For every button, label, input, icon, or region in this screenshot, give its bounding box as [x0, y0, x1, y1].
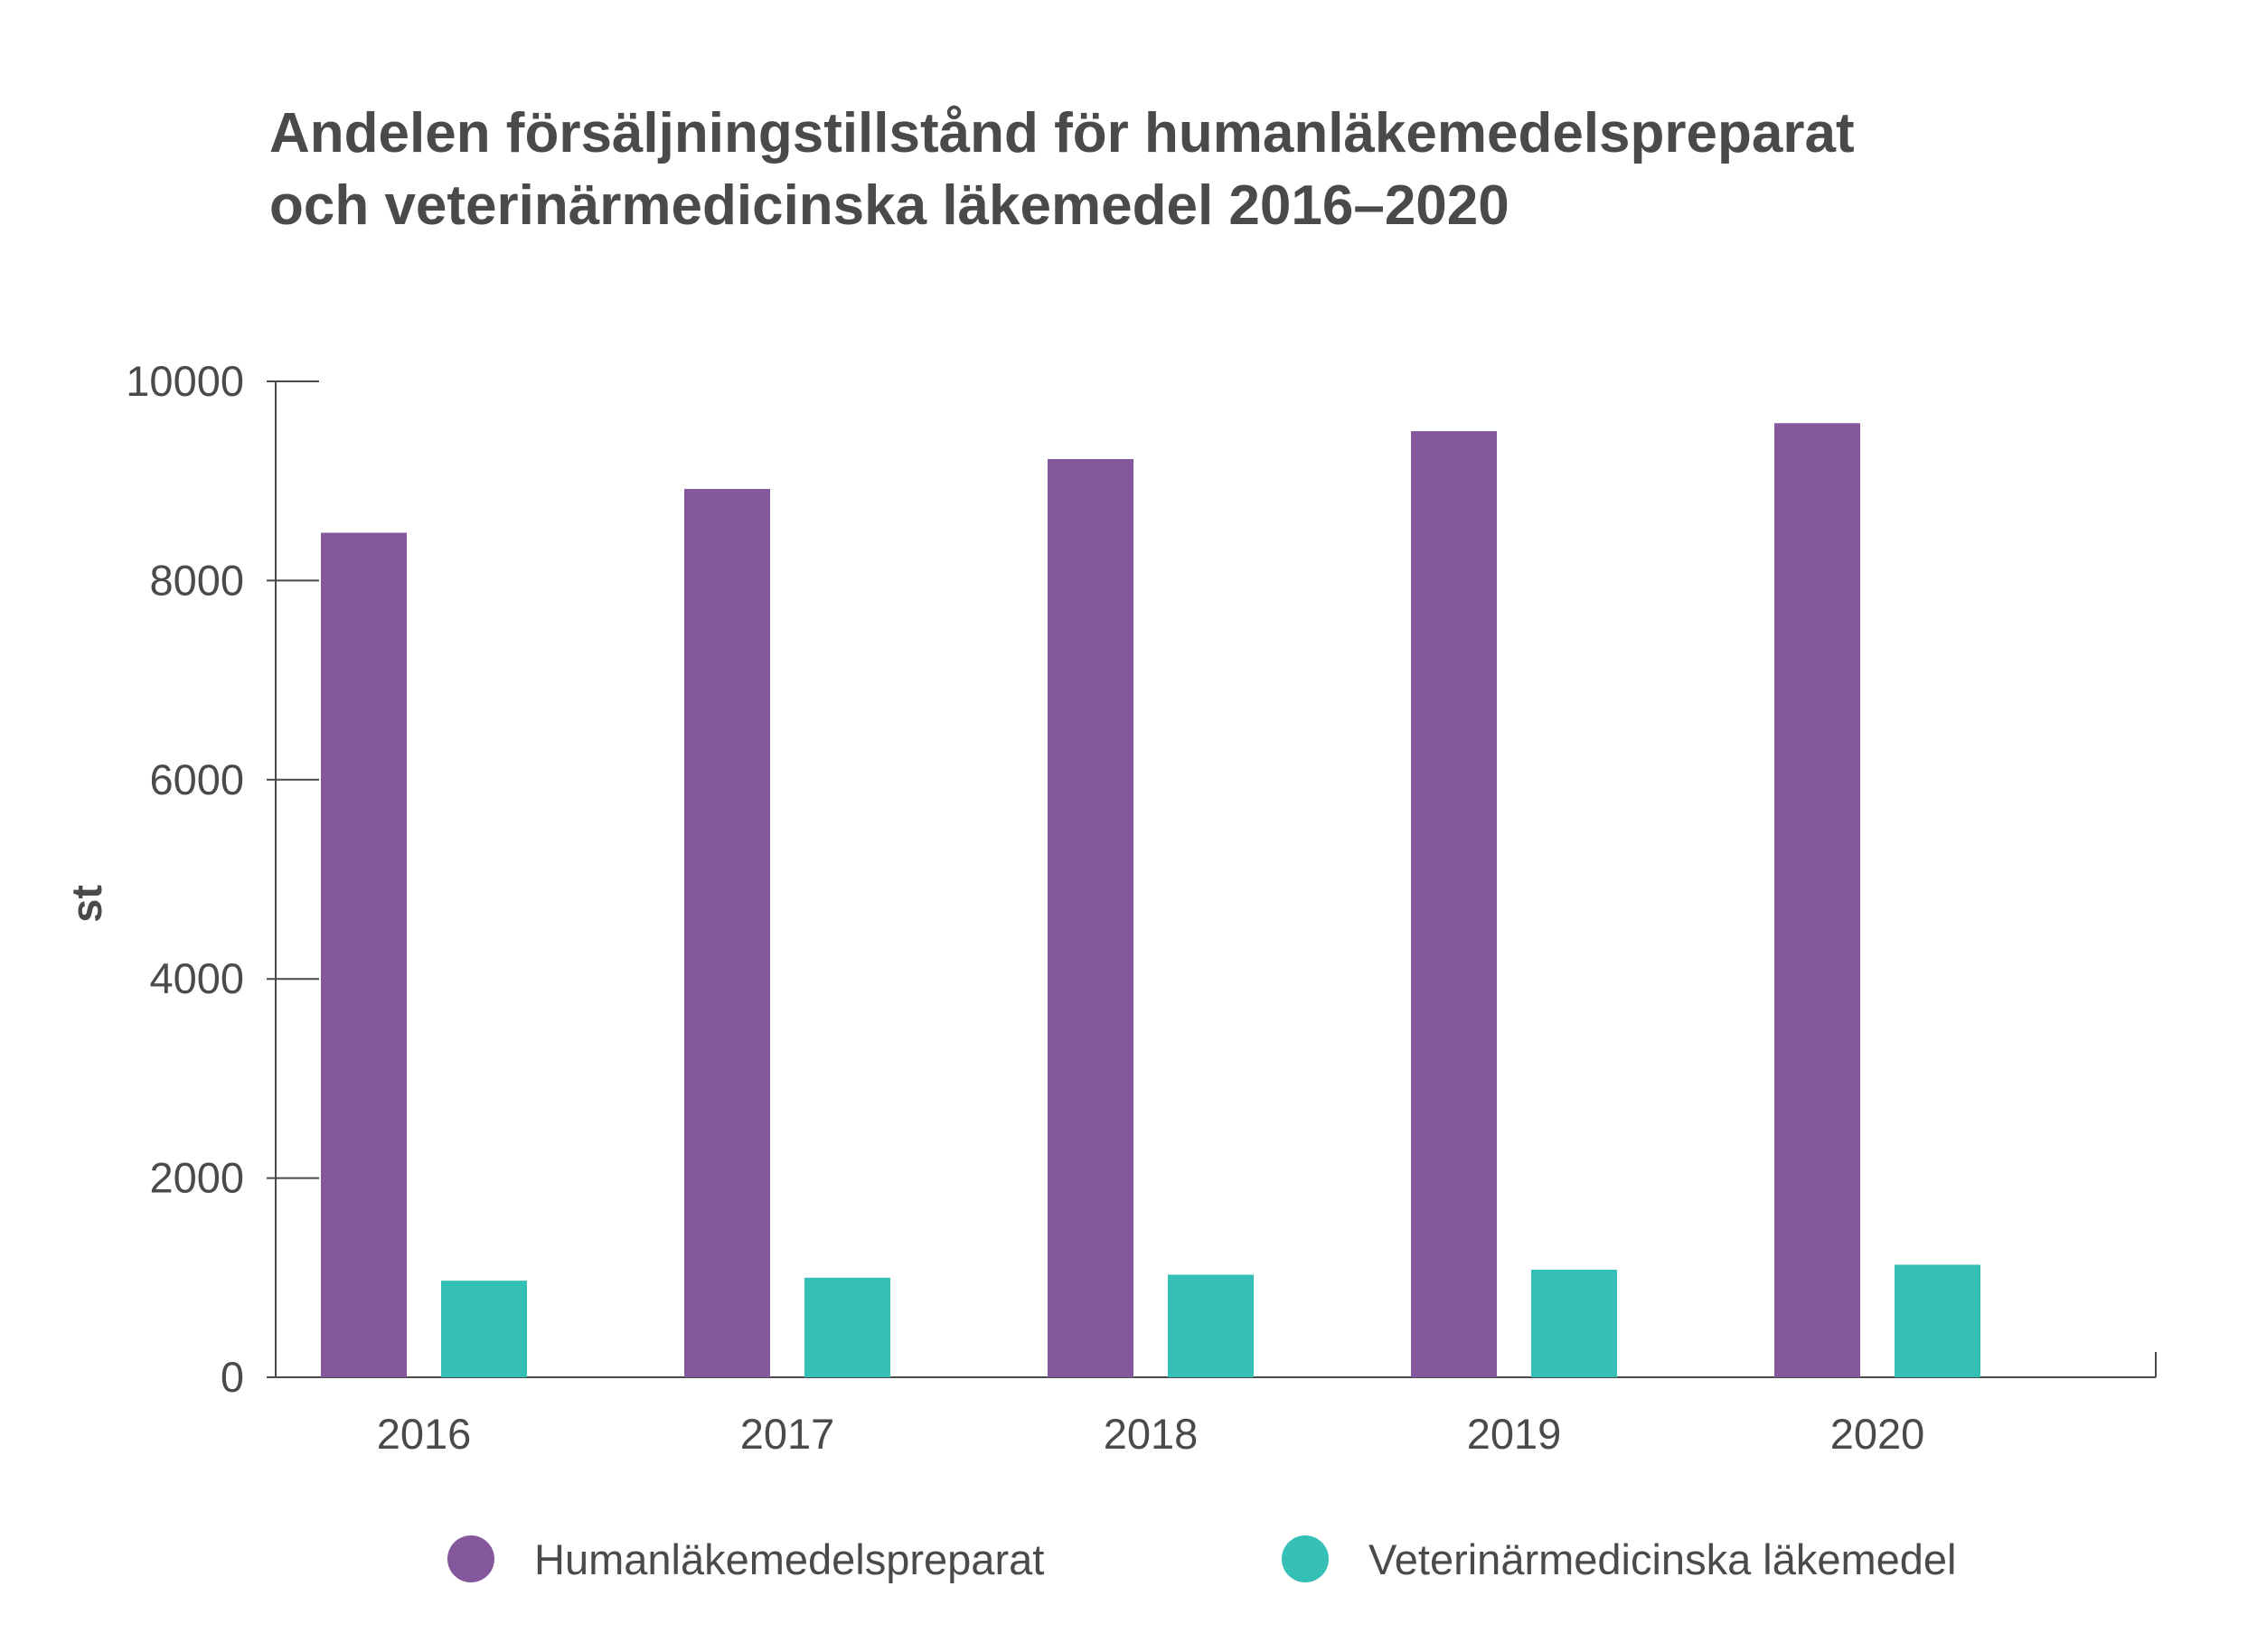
- bar-veterinary-2018: [1168, 1274, 1254, 1377]
- bar-human-2018: [1048, 458, 1133, 1377]
- x-tick-label: 2019: [1467, 1410, 1562, 1458]
- x-tick-label: 2017: [740, 1410, 835, 1458]
- bar-veterinary-2019: [1531, 1269, 1617, 1377]
- chart-title-line-2: och veterinärmedicinska läkemedel 2016–2…: [269, 174, 1509, 237]
- bar-veterinary-2017: [804, 1277, 890, 1377]
- bar-human-2017: [684, 489, 770, 1377]
- bar-human-2016: [321, 532, 407, 1377]
- y-tick-label: 2000: [149, 1154, 244, 1202]
- x-tick-label: 2018: [1104, 1410, 1199, 1458]
- legend: Humanläkemedelspreparat Veterinärmedicin…: [0, 1527, 2257, 1591]
- legend-item-human: Humanläkemedelspreparat: [447, 1527, 1044, 1591]
- chart-title-line-1: Andelen försäljningstillstånd för humanl…: [269, 102, 1855, 164]
- x-tick-label: 2016: [377, 1410, 472, 1458]
- y-axis-title: st: [62, 885, 110, 923]
- x-tick-label: 2020: [1830, 1410, 1925, 1458]
- y-tick-label: 0: [221, 1353, 244, 1401]
- bar-veterinary-2020: [1895, 1264, 1980, 1377]
- y-axis: 0 2000 4000 6000 8000 10000: [126, 357, 319, 1401]
- y-tick-label: 4000: [149, 954, 244, 1002]
- bars: [321, 423, 1980, 1378]
- y-tick-label: 6000: [149, 756, 244, 803]
- chart-title: Andelen försäljningstillstånd för humanl…: [269, 98, 2077, 242]
- legend-swatch-human: [447, 1535, 494, 1582]
- legend-swatch-veterinary: [1282, 1535, 1329, 1582]
- legend-label-veterinary: Veterinärmedicinska läkemedel: [1368, 1535, 1957, 1583]
- y-tick-label: 10000: [126, 357, 244, 405]
- legend-label-human: Humanläkemedelspreparat: [534, 1535, 1045, 1583]
- bar-human-2019: [1411, 431, 1497, 1378]
- bar-human-2020: [1774, 423, 1860, 1378]
- legend-item-veterinary: Veterinärmedicinska läkemedel: [1282, 1527, 1957, 1591]
- bar-veterinary-2016: [441, 1281, 527, 1377]
- y-tick-label: 8000: [149, 556, 244, 604]
